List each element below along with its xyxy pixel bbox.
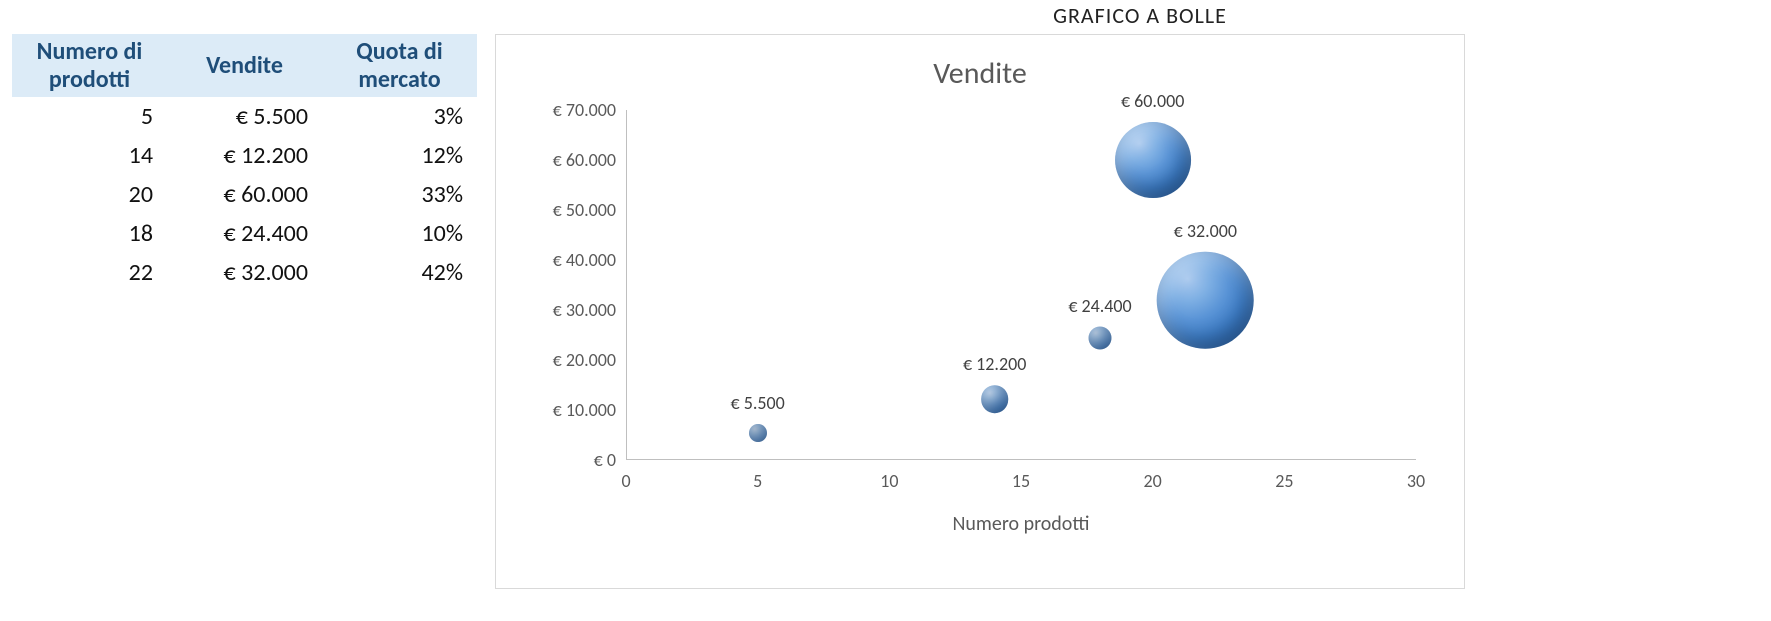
y-tick-label: € 60.000 [506, 149, 616, 171]
chart-bubble [749, 424, 767, 442]
table-row: 22 € 32.000 42% [12, 253, 477, 292]
x-tick-label: 0 [621, 470, 630, 492]
bubble-data-label: € 12.200 [963, 353, 1026, 375]
y-tick-label: € 40.000 [506, 249, 616, 271]
table-header-sales: Vendite [167, 34, 322, 97]
page-root: Numero di prodotti Vendite Quota di merc… [0, 0, 1771, 621]
y-tick-label: € 70.000 [506, 99, 616, 121]
chart-bubble [1157, 252, 1254, 349]
chart-title: Vendite [496, 55, 1464, 92]
cell-share: 42% [322, 253, 477, 292]
bubble-data-label: € 60.000 [1121, 90, 1184, 112]
cell-sales: € 5.500 [167, 97, 322, 136]
cell-share: 10% [322, 214, 477, 253]
chart-plot-area: Numero prodotti € 0€ 10.000€ 20.000€ 30.… [626, 110, 1416, 460]
x-axis-line [626, 459, 1416, 460]
table-header-share: Quota di mercato [322, 34, 477, 97]
y-axis-line [626, 110, 627, 460]
cell-products: 20 [12, 175, 167, 214]
y-tick-label: € 10.000 [506, 399, 616, 421]
x-tick-label: 30 [1407, 470, 1425, 492]
cell-sales: € 24.400 [167, 214, 322, 253]
cell-sales: € 12.200 [167, 136, 322, 175]
table-row: 5 € 5.500 3% [12, 97, 477, 136]
x-tick-label: 25 [1275, 470, 1293, 492]
table-row: 20 € 60.000 33% [12, 175, 477, 214]
chart-bubble [981, 385, 1009, 413]
y-tick-label: € 20.000 [506, 349, 616, 371]
x-tick-label: 10 [880, 470, 898, 492]
data-table: Numero di prodotti Vendite Quota di merc… [12, 34, 477, 292]
chart-super-title: GRAFICO A BOLLE [820, 2, 1460, 29]
table-body: 5 € 5.500 3% 14 € 12.200 12% 20 € 60.000… [12, 97, 477, 292]
table-row: 18 € 24.400 10% [12, 214, 477, 253]
cell-products: 22 [12, 253, 167, 292]
y-tick-label: € 50.000 [506, 199, 616, 221]
y-tick-label: € 0 [506, 449, 616, 471]
table-header-products: Numero di prodotti [12, 34, 167, 97]
cell-share: 3% [322, 97, 477, 136]
cell-sales: € 32.000 [167, 253, 322, 292]
x-tick-label: 15 [1012, 470, 1030, 492]
cell-sales: € 60.000 [167, 175, 322, 214]
y-tick-label: € 30.000 [506, 299, 616, 321]
chart-bubble [1115, 122, 1191, 198]
bubble-data-label: € 24.400 [1068, 295, 1131, 317]
cell-products: 18 [12, 214, 167, 253]
bubble-data-label: € 5.500 [731, 392, 785, 414]
cell-share: 33% [322, 175, 477, 214]
x-tick-label: 20 [1144, 470, 1162, 492]
cell-products: 5 [12, 97, 167, 136]
x-tick-label: 5 [753, 470, 762, 492]
cell-products: 14 [12, 136, 167, 175]
bubble-data-label: € 32.000 [1174, 220, 1237, 242]
x-axis-label: Numero prodotti [626, 512, 1416, 536]
table-row: 14 € 12.200 12% [12, 136, 477, 175]
chart-bubble [1089, 327, 1112, 350]
bubble-chart: Vendite Numero prodotti € 0€ 10.000€ 20.… [495, 34, 1465, 589]
table-head: Numero di prodotti Vendite Quota di merc… [12, 34, 477, 97]
cell-share: 12% [322, 136, 477, 175]
